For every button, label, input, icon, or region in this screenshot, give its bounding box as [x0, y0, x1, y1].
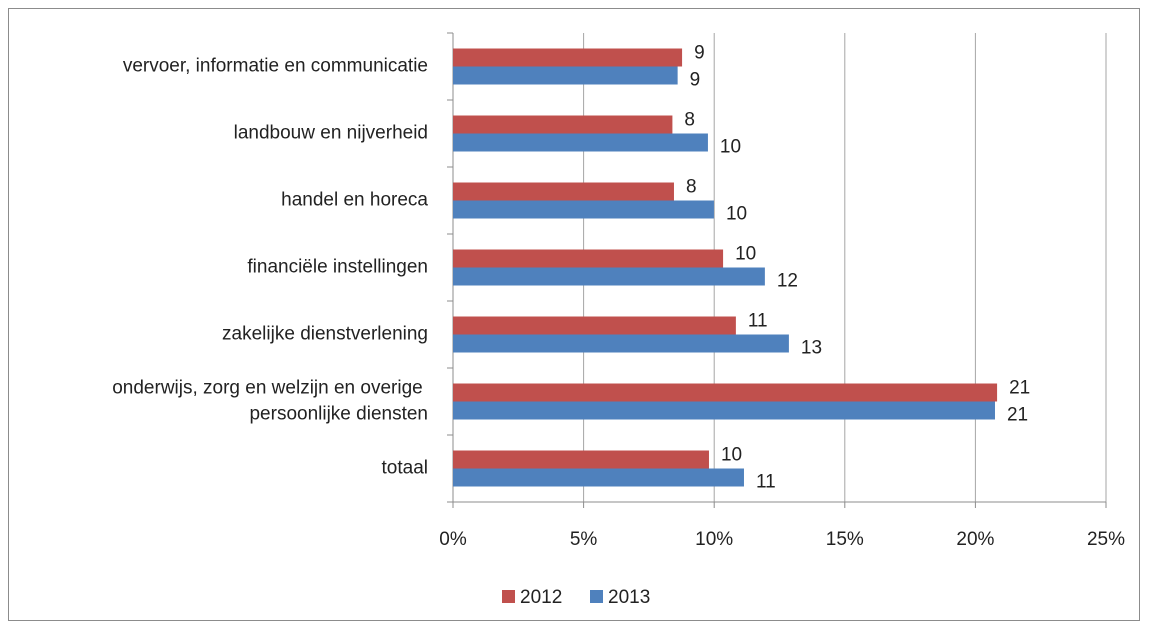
data-label: 8: [684, 110, 695, 131]
data-label: 10: [720, 137, 741, 158]
bar: [453, 316, 736, 335]
bar: [453, 200, 714, 219]
y-tick-label: onderwijs, zorg en welzijn en overige pe…: [112, 378, 428, 425]
bar: [453, 334, 789, 353]
data-label: 21: [1009, 378, 1030, 399]
data-label: 8: [686, 177, 697, 198]
x-tick-label: 25%: [1087, 529, 1125, 550]
bar: [453, 401, 995, 420]
bar: [453, 450, 709, 469]
bar: [453, 115, 673, 134]
x-tick-label: 5%: [570, 529, 598, 550]
data-label: 9: [694, 43, 705, 64]
y-tick-label: financiële instellingen: [247, 257, 428, 278]
bar: [453, 48, 683, 67]
y-tick-label: handel en horeca: [281, 190, 428, 211]
legend-swatch: [502, 590, 515, 603]
x-tick-label: 10%: [695, 529, 733, 550]
bar: [453, 468, 744, 487]
y-tick-label: vervoer, informatie en communicatie: [123, 56, 428, 77]
legend-label: 2013: [608, 587, 650, 608]
data-label: 13: [801, 338, 822, 359]
data-label: 9: [690, 70, 701, 91]
data-label: 21: [1007, 405, 1028, 426]
data-label: 10: [735, 244, 756, 265]
y-tick-label: totaal: [382, 458, 428, 479]
y-tick-label: zakelijke dienstverlening: [222, 324, 428, 345]
y-tick-label: landbouw en nijverheid: [234, 123, 428, 144]
bar: [453, 249, 724, 268]
bar: [453, 267, 765, 286]
data-label: 10: [726, 204, 747, 225]
bar: [453, 66, 678, 85]
data-label: 10: [721, 445, 742, 466]
data-label: 11: [748, 311, 768, 332]
legend-swatch: [590, 590, 603, 603]
x-tick-label: 15%: [826, 529, 864, 550]
bar: [453, 182, 674, 201]
bar: [453, 383, 998, 402]
chart-frame: [8, 8, 1140, 621]
legend-label: 2012: [520, 587, 562, 608]
bar: [453, 133, 708, 152]
data-label: 12: [777, 271, 798, 292]
data-label: 11: [756, 472, 776, 493]
x-tick-label: 20%: [956, 529, 994, 550]
x-tick-label: 0%: [439, 529, 467, 550]
